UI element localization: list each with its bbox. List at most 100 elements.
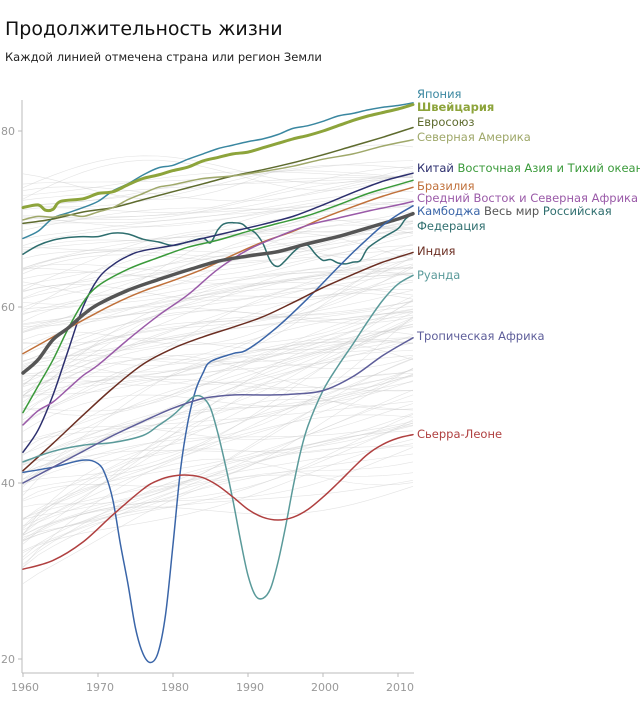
- x-tick-label: 2010: [386, 681, 414, 694]
- background-country-line: [22, 368, 414, 423]
- background-country-line: [22, 458, 414, 527]
- background-country-line: [22, 430, 414, 538]
- background-country-line: [22, 292, 414, 351]
- background-country-line: [22, 394, 414, 568]
- background-country-line: [22, 257, 414, 345]
- series-label-line: Китай Восточная Азия и Тихий океан: [417, 161, 640, 175]
- series-line[interactable]: [22, 172, 414, 453]
- series-label[interactable]: Весь мир: [480, 204, 539, 218]
- series-label[interactable]: Китай: [417, 161, 454, 175]
- series-label[interactable]: Индия: [417, 244, 455, 258]
- background-country-line: [22, 461, 414, 584]
- series-line[interactable]: [22, 102, 414, 240]
- y-tick-label: 40: [1, 477, 15, 490]
- background-country-line: [22, 472, 414, 551]
- series-line[interactable]: [22, 337, 414, 484]
- background-country-line: [22, 425, 414, 473]
- y-tick-label: 80: [1, 125, 15, 138]
- background-country-line: [22, 443, 414, 519]
- series-label[interactable]: Бразилия: [417, 179, 475, 193]
- series-label[interactable]: Российская: [539, 204, 611, 218]
- series-label[interactable]: Тропическая Африка: [416, 329, 545, 343]
- series-line[interactable]: [21, 211, 415, 375]
- background-country-line: [22, 414, 414, 560]
- series-label[interactable]: Средний Восток и Северная Африка: [417, 191, 638, 205]
- background-country-line: [22, 308, 414, 384]
- series-label[interactable]: Сьерра-Леоне: [417, 427, 502, 441]
- series-label[interactable]: Федерация: [417, 219, 486, 233]
- background-country-line: [22, 176, 414, 201]
- series-line[interactable]: [22, 205, 414, 664]
- background-country-line: [22, 300, 414, 386]
- background-country-line: [22, 282, 414, 327]
- series-label-line: Сьерра-Леоне: [417, 427, 502, 441]
- series-label[interactable]: Восточная Азия и Тихий океан: [454, 161, 640, 175]
- background-country-line: [22, 326, 414, 535]
- background-country-line: [22, 419, 414, 529]
- series-line[interactable]: [22, 126, 414, 225]
- background-country-line: [22, 341, 414, 416]
- series-label[interactable]: Северная Америка: [417, 130, 531, 144]
- series-line[interactable]: [22, 274, 414, 600]
- background-country-line: [22, 414, 414, 462]
- series-label[interactable]: Евросоюз: [417, 115, 475, 129]
- background-country-line: [22, 155, 414, 188]
- background-country-line: [22, 324, 414, 450]
- background-country-line: [22, 338, 414, 485]
- background-country-line: [22, 272, 414, 420]
- series-label[interactable]: Камбоджа: [417, 204, 480, 218]
- background-country-line: [22, 310, 414, 365]
- background-country-line: [22, 368, 414, 432]
- background-country-line: [22, 224, 414, 296]
- background-country-line: [22, 256, 414, 387]
- background-country-line: [22, 353, 414, 425]
- background-country-line: [22, 243, 414, 301]
- series-label-line: Северная Америка: [417, 130, 531, 144]
- y-tick-label: 60: [1, 301, 15, 314]
- series-label-line: Федерация: [417, 219, 486, 233]
- background-country-line: [22, 231, 414, 308]
- background-country-line: [22, 166, 414, 221]
- background-country-line: [22, 232, 414, 305]
- background-country-line: [22, 301, 414, 362]
- background-country-line: [22, 197, 414, 228]
- series-line[interactable]: [22, 212, 414, 268]
- series-line[interactable]: [21, 103, 415, 213]
- background-country-line: [22, 220, 414, 272]
- background-country-line: [22, 480, 414, 541]
- background-country-line: [22, 174, 414, 214]
- background-country-line: [22, 486, 414, 536]
- background-country-line: [22, 337, 414, 475]
- series-label[interactable]: Япония: [417, 87, 461, 101]
- background-country-lines: [22, 144, 414, 584]
- series-line[interactable]: [22, 139, 414, 221]
- series-label-line: Тропическая Африка: [416, 329, 545, 343]
- background-country-line: [22, 263, 414, 396]
- background-country-line: [22, 423, 414, 536]
- background-country-line: [22, 310, 414, 363]
- chart-subtitle: Каждой линией отмечена страна или регион…: [5, 50, 322, 64]
- x-tick-label: 1970: [86, 681, 114, 694]
- series-line[interactable]: [22, 251, 414, 472]
- background-country-line: [22, 389, 414, 520]
- highlighted-series: [21, 102, 415, 664]
- y-tick-label: 20: [1, 653, 15, 666]
- series-line[interactable]: [22, 433, 414, 570]
- background-country-line: [22, 338, 414, 397]
- series-label-line: Руанда: [417, 268, 460, 282]
- series-line[interactable]: [22, 200, 414, 426]
- series-label[interactable]: Швейцария: [417, 100, 494, 114]
- series-label[interactable]: Руанда: [417, 268, 460, 282]
- background-country-line: [22, 323, 414, 385]
- background-country-line: [22, 314, 414, 393]
- series-line[interactable]: [22, 179, 414, 414]
- background-country-line: [22, 445, 414, 520]
- background-country-line: [22, 309, 414, 387]
- background-country-line: [22, 355, 414, 398]
- series-label-line: Бразилия: [417, 179, 475, 193]
- background-country-line: [22, 264, 414, 397]
- background-country-line: [22, 177, 413, 207]
- background-country-line: [22, 273, 414, 333]
- background-country-line: [22, 398, 414, 502]
